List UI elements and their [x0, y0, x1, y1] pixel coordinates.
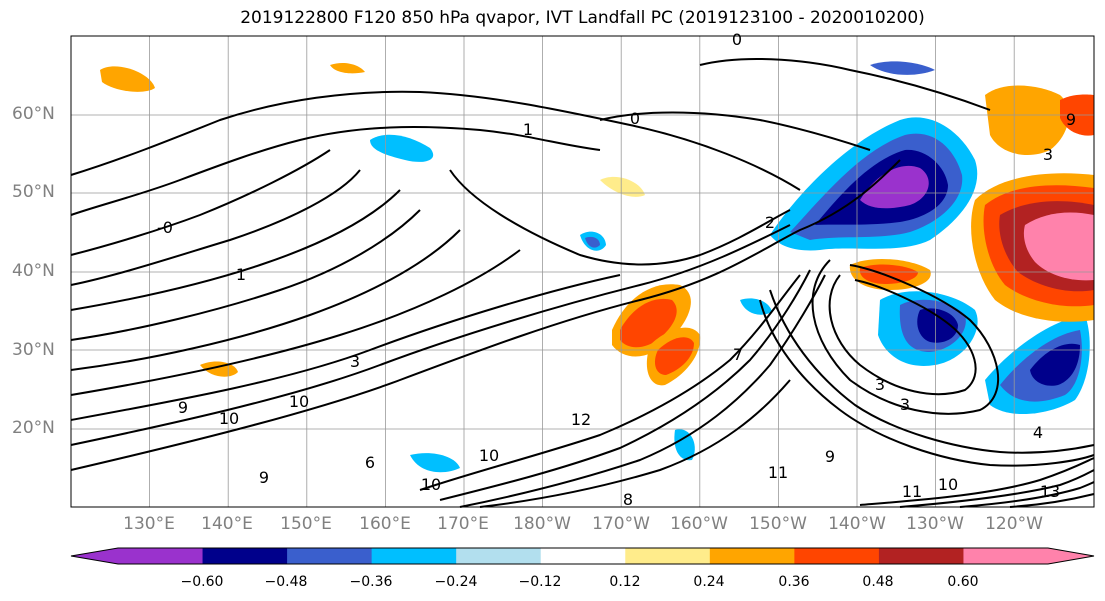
contour-lines	[70, 58, 1095, 508]
lon-label-170w: 170°W	[592, 514, 650, 534]
colorbar-swatch	[625, 548, 711, 564]
lat-label-60n: 60°N	[12, 104, 55, 124]
colorbar-tick-label: 0.12	[609, 574, 641, 590]
colorbar-tick-label: 0.36	[778, 574, 810, 590]
colorbar-extend-right	[1048, 548, 1094, 564]
graticule	[70, 36, 1094, 507]
contour-label: 10	[479, 446, 499, 465]
lon-label-150e: 150°E	[280, 514, 332, 534]
colorbar-swatch	[371, 548, 457, 564]
colorbar-swatch	[540, 548, 626, 564]
contour-label: 6	[365, 453, 375, 472]
contour-label: 0	[630, 109, 640, 128]
colorbar-tick-label: 0.60	[947, 574, 979, 590]
contour-label: 3	[875, 375, 885, 394]
map-frame	[70, 35, 1095, 508]
contour-label: 0	[732, 30, 742, 49]
colorbar-swatch	[878, 548, 964, 564]
colorbar-tick-label: −0.24	[434, 574, 478, 590]
lat-label-30n: 30°N	[12, 340, 55, 360]
contour-label: 9	[178, 398, 188, 417]
map-title: 2019122800 F120 850 hPa qvapor, IVT Land…	[240, 8, 925, 28]
lon-label-140w: 140°W	[828, 514, 886, 534]
contour-label: 10	[289, 392, 309, 411]
lon-label-130w: 130°W	[906, 514, 964, 534]
colorbar-outline	[70, 547, 1095, 565]
lon-label-150w: 150°W	[749, 514, 807, 534]
colorbar-tick-label: 0.48	[862, 574, 894, 590]
colorbar-tick-label: −0.36	[349, 574, 393, 590]
lon-label-140e: 140°E	[201, 514, 253, 534]
colorbar	[70, 547, 1095, 565]
colorbar-tick-label: 0.24	[693, 574, 725, 590]
contour-label: 10	[219, 409, 239, 428]
contour-label: 10	[938, 475, 958, 494]
contour-label: 3	[350, 352, 360, 371]
contour-label: 3	[1043, 145, 1053, 164]
lat-label-40n: 40°N	[12, 261, 55, 281]
contour-label: 13	[1040, 482, 1060, 501]
colorbar-swatch	[456, 548, 542, 564]
contour-label: 1	[523, 120, 533, 139]
contour-label: 8	[623, 490, 633, 509]
contour-label: 1	[236, 265, 246, 284]
contour-label: 9	[259, 468, 269, 487]
colorbar-tick-label: −0.48	[264, 574, 308, 590]
colorbar-extend-left	[71, 548, 118, 564]
lon-label-130e: 130°E	[123, 514, 175, 534]
contour-label: 12	[571, 410, 591, 429]
colorbar-swatch	[202, 548, 288, 564]
colorbar-tick-label: −0.12	[518, 574, 562, 590]
contour-label: 11	[768, 463, 788, 482]
colorbar-swatch	[963, 548, 1049, 564]
colorbar-swatch	[709, 548, 795, 564]
colorbar-swatch	[794, 548, 880, 564]
contour-label: 10	[421, 475, 441, 494]
contour-label: 2	[765, 213, 775, 232]
lat-label-20n: 20°N	[12, 418, 55, 438]
lon-label-170e: 170°E	[437, 514, 489, 534]
contour-label: -0	[157, 218, 173, 237]
lon-label-160w: 160°W	[670, 514, 728, 534]
lon-label-160e: 160°E	[359, 514, 411, 534]
contour-label: 4	[1033, 423, 1043, 442]
lon-label-180w: 180°W	[513, 514, 571, 534]
colorbar-swatch	[118, 548, 204, 564]
contour-label: 9	[825, 447, 835, 466]
lon-label-120w: 120°W	[985, 514, 1043, 534]
contour-label: 7	[733, 345, 743, 364]
lat-label-50n: 50°N	[12, 182, 55, 202]
contour-label: 3	[900, 395, 910, 414]
colorbar-tick-label: −0.60	[180, 574, 224, 590]
contour-label: 11	[902, 482, 922, 501]
colorbar-swatch	[287, 548, 373, 564]
shading-layer	[71, 36, 1094, 507]
contour-label: 9	[1066, 110, 1076, 129]
